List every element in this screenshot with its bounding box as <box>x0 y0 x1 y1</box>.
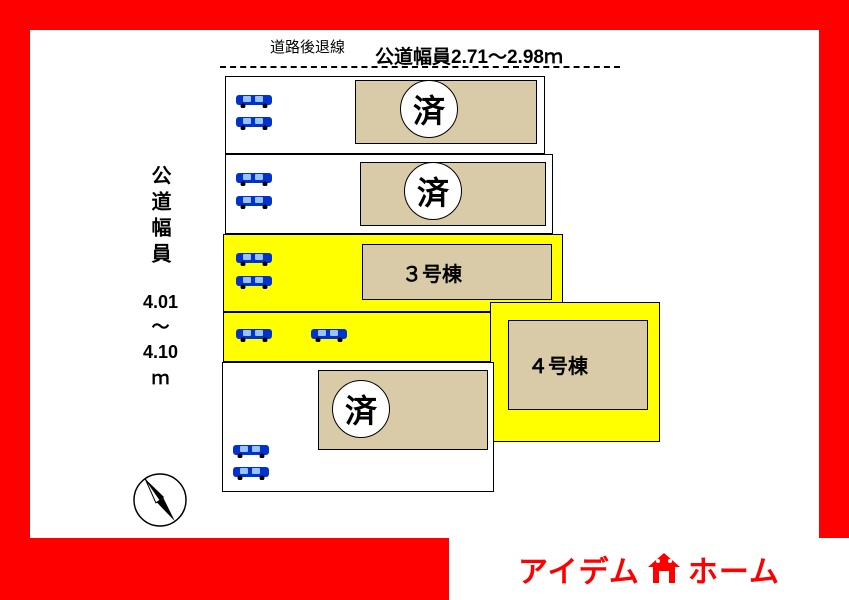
setback-line <box>220 66 620 68</box>
road-width-left-label: 公道幅員 <box>145 165 174 269</box>
logo-text-pre: アイデム <box>518 547 640 591</box>
sold-badge-5: 済 <box>332 380 390 438</box>
car-icon <box>232 442 270 458</box>
car-icon <box>235 326 273 342</box>
setback-label: 道路後退線 <box>270 36 345 57</box>
road-width-top: 公道幅員2.71～2.98ｍ <box>375 42 563 69</box>
road-width-left-dims: 4.01 ～ 4.10 ｍ <box>143 290 178 391</box>
building-label-4: ４号棟 <box>528 350 588 379</box>
sold-badge-2: 済 <box>404 162 462 220</box>
dim-tilde: ～ <box>152 317 170 337</box>
car-icon <box>235 114 273 130</box>
building-label-3: ３号棟 <box>402 258 462 287</box>
car-icon <box>232 464 270 480</box>
car-icon <box>235 273 273 289</box>
car-icon <box>235 250 273 266</box>
logo-text-post: ホーム <box>688 547 780 591</box>
dim-b: 4.10 <box>143 342 178 362</box>
brand-logo: アイデム ホーム <box>449 538 849 600</box>
car-icon <box>235 193 273 209</box>
car-icon <box>235 170 273 186</box>
diagram-canvas: 済 済 ３号棟 ４号棟 <box>30 30 819 538</box>
car-icon <box>235 92 273 108</box>
compass-icon <box>130 470 190 530</box>
house-icon <box>646 551 682 587</box>
dim-unit: ｍ <box>152 368 170 388</box>
car-icon <box>310 326 348 342</box>
sold-badge-1: 済 <box>400 80 458 138</box>
dim-a: 4.01 <box>143 292 178 312</box>
